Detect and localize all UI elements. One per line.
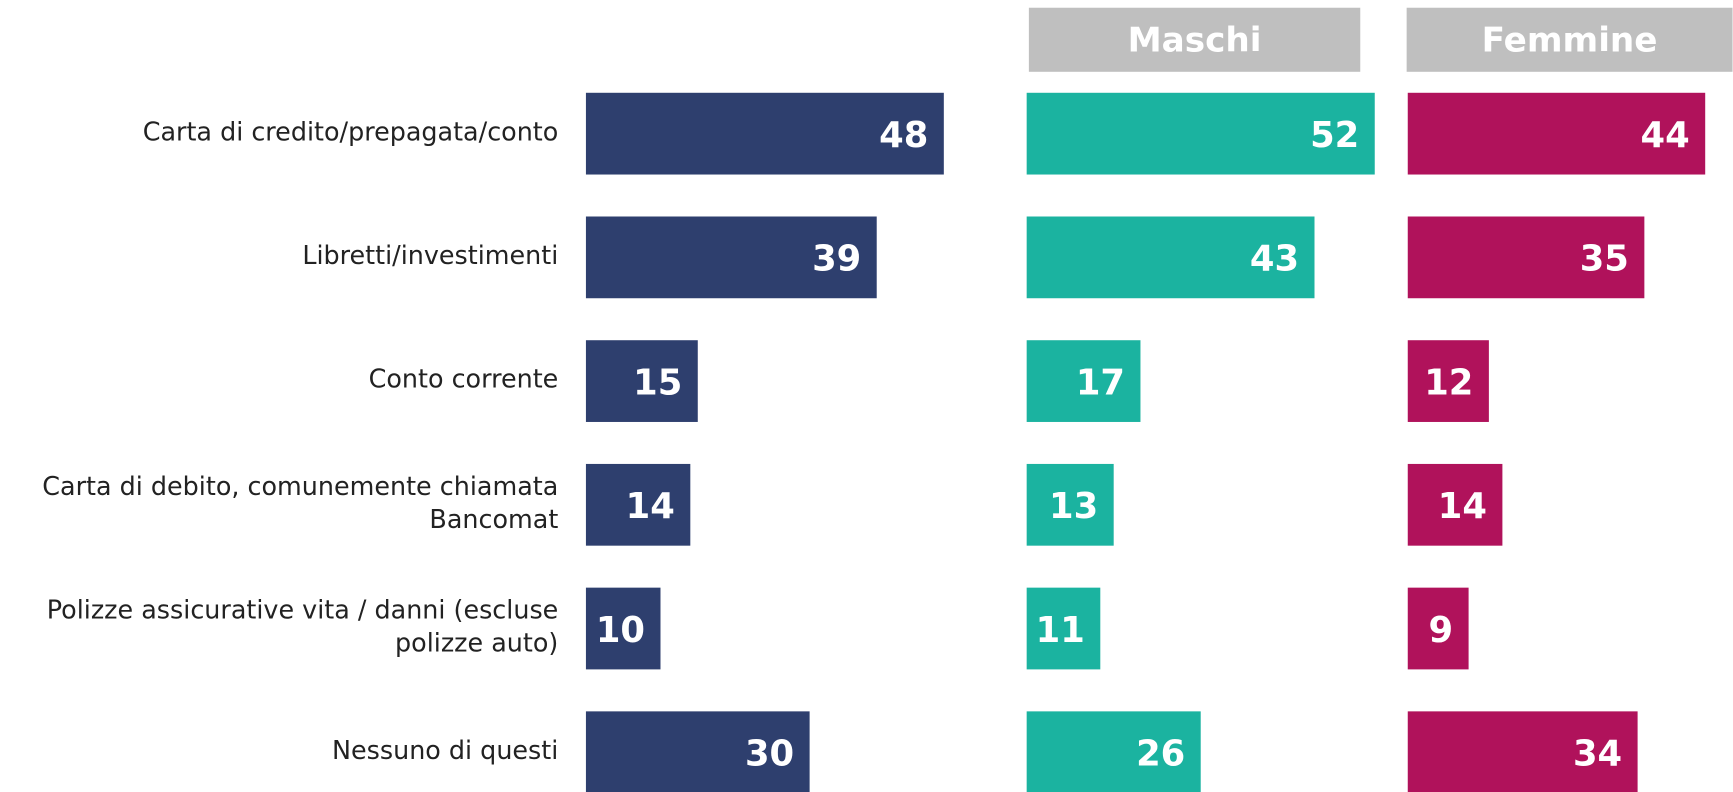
category-label-box: Carta di debito, comunemente chiamata Ba… — [42, 472, 559, 535]
bar — [1407, 711, 1638, 792]
category-label: Carta di debito, comunemente chiamata Ba… — [42, 472, 559, 535]
category-label-box: Carta di credito/prepagata/conto — [142, 118, 559, 147]
bar — [585, 711, 810, 792]
data-label: 26 — [1136, 734, 1185, 775]
data-label: 35 — [1580, 239, 1629, 280]
bar — [1407, 463, 1503, 546]
legend-header: Femmine — [1482, 20, 1658, 60]
bar — [1026, 587, 1101, 670]
category-label: Conto corrente — [368, 365, 559, 395]
data-label: 14 — [1438, 486, 1487, 527]
category-label-box: Nessuno di questi — [331, 736, 559, 766]
data-label: 44 — [1641, 115, 1690, 156]
data-label: 34 — [1573, 734, 1622, 775]
category-label-box: Conto corrente — [368, 365, 559, 395]
data-label: 11 — [1036, 610, 1085, 651]
data-label: 39 — [812, 239, 861, 280]
bar — [1026, 216, 1315, 299]
data-label: 15 — [633, 362, 682, 403]
legend-header-box — [1406, 7, 1733, 72]
data-label: 48 — [879, 115, 928, 156]
bar — [1407, 216, 1645, 299]
category-label-box: Polizze assicurative vita / danni (esclu… — [46, 596, 559, 659]
bar — [1407, 340, 1489, 422]
data-label: 52 — [1310, 115, 1359, 156]
bar — [1026, 711, 1201, 792]
data-label: 10 — [596, 610, 645, 651]
bar — [585, 340, 698, 422]
category-label: Libretti/investimenti — [302, 241, 559, 271]
category-label-box: Libretti/investimenti — [302, 241, 559, 271]
bar — [585, 587, 661, 670]
category-label: Nessuno di questi — [331, 736, 559, 766]
bar — [585, 216, 877, 299]
bar — [1026, 92, 1375, 175]
bar — [1026, 463, 1114, 546]
data-label: 17 — [1076, 362, 1125, 403]
bar — [585, 463, 691, 546]
category-label: Polizze assicurative vita / danni (esclu… — [46, 596, 559, 659]
bar — [1407, 587, 1469, 670]
data-label: 13 — [1049, 486, 1098, 527]
category-label: Carta di credito/prepagata/conto — [142, 118, 559, 147]
legend-header: Maschi — [1128, 20, 1262, 60]
data-label: 30 — [745, 734, 794, 775]
data-label: 9 — [1429, 610, 1454, 651]
bar — [1026, 340, 1141, 422]
bar — [585, 92, 944, 175]
data-label: 14 — [626, 486, 675, 527]
bar — [1407, 92, 1706, 175]
data-label: 43 — [1250, 239, 1299, 280]
data-label: 12 — [1424, 362, 1473, 403]
legend-header-box — [1028, 7, 1361, 72]
